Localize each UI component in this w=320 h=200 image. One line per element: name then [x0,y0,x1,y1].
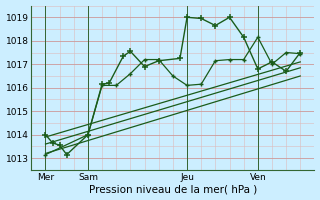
X-axis label: Pression niveau de la mer( hPa ): Pression niveau de la mer( hPa ) [89,184,257,194]
